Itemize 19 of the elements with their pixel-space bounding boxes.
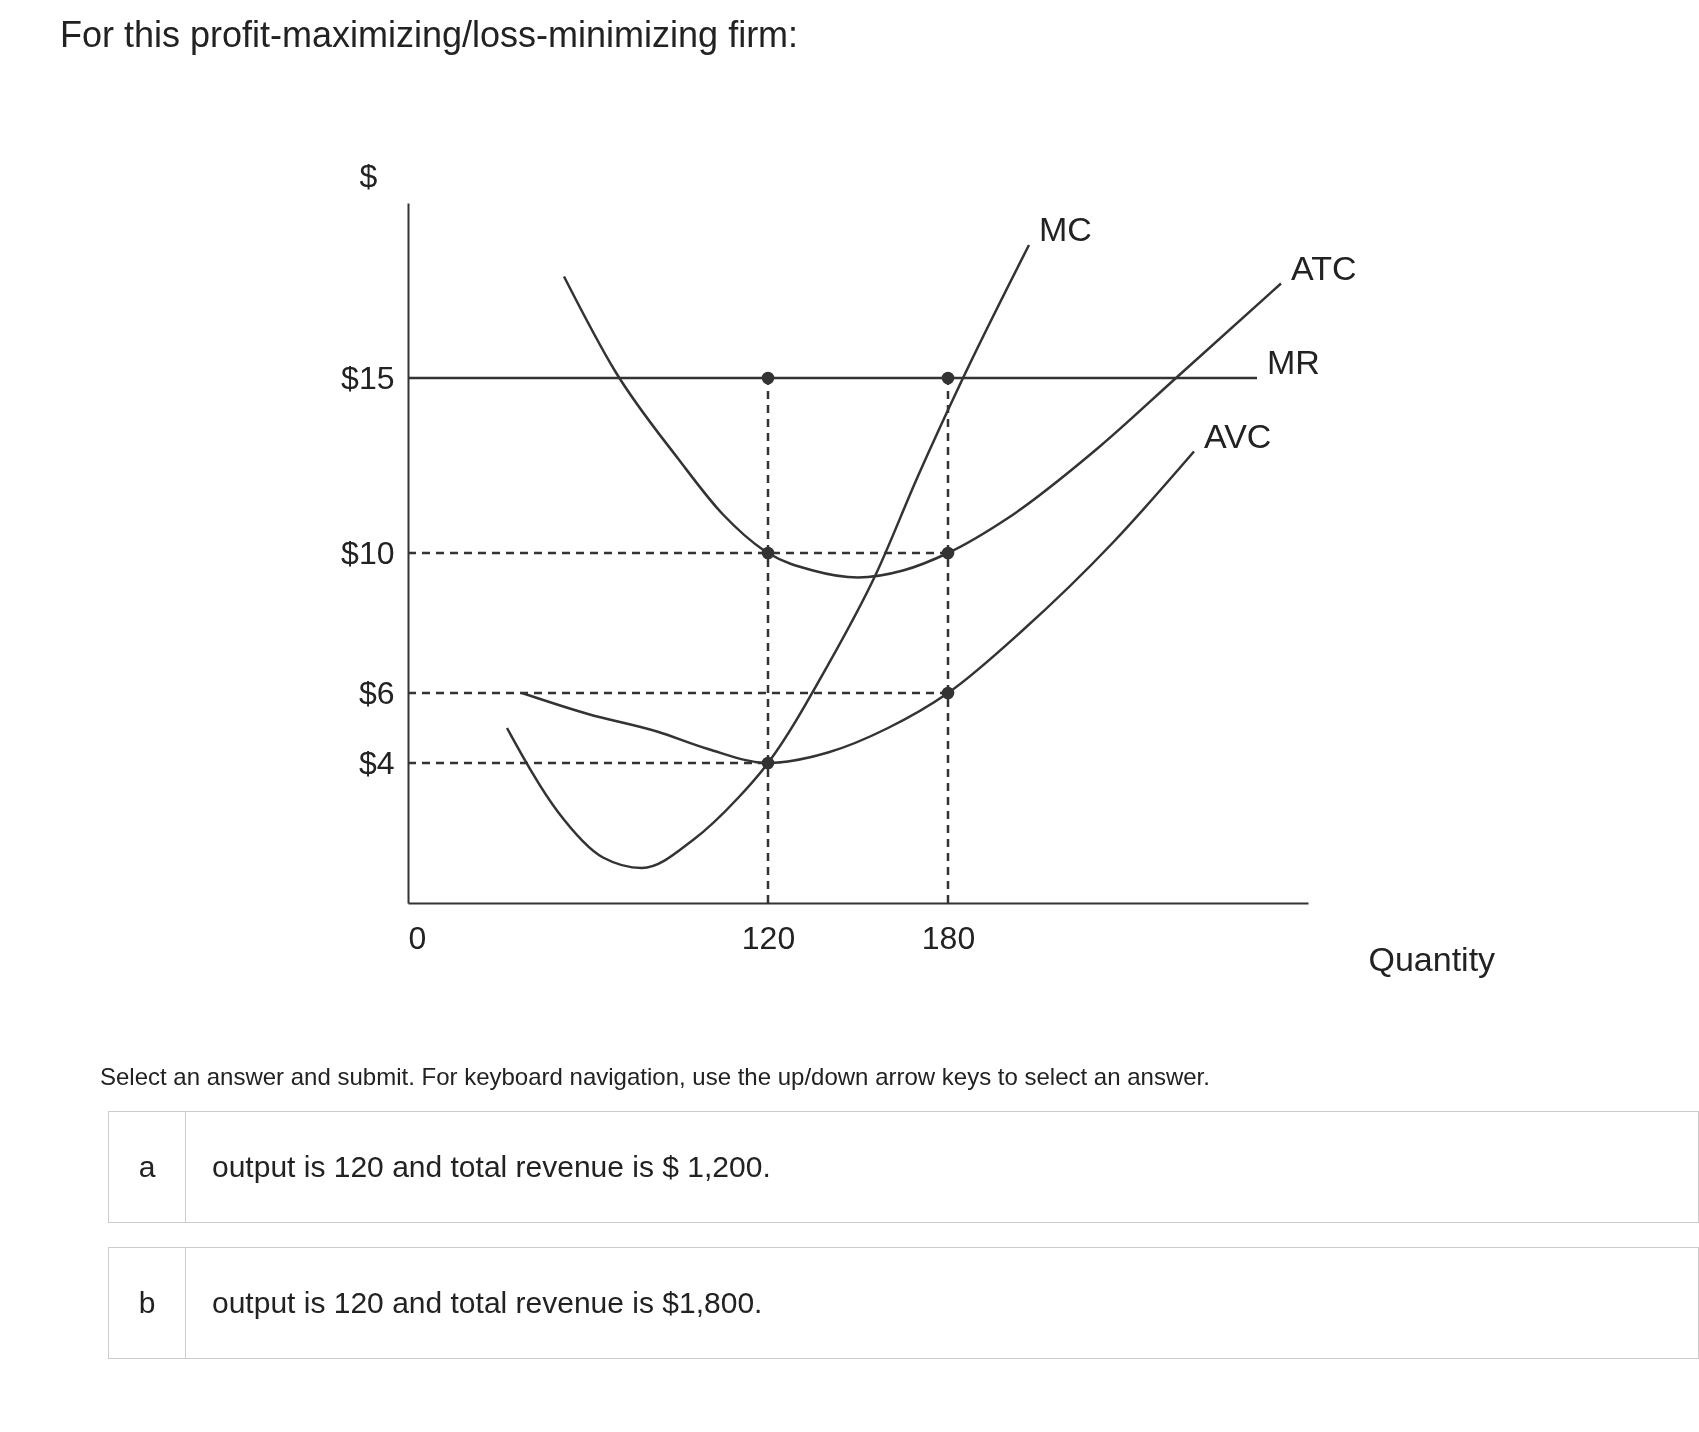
text: output is 120 and total revenue is $1,800. — [211, 1286, 763, 1320]
y-axis-title: $ — [359, 157, 378, 194]
chart-title: For this profit-maximizing/loss-minimizing firm: — [59, 13, 800, 57]
text: b — [109, 1248, 186, 1358]
x-tick-label: 180 — [921, 919, 976, 956]
y-tick-label: $10 — [341, 534, 395, 571]
x-tick-label: 120 — [741, 919, 796, 956]
x-axis-title: Quantity — [1368, 939, 1496, 978]
y-tick-label: $6 — [358, 674, 395, 711]
series-label: MR — [1267, 343, 1320, 381]
y-tick-label: $15 — [341, 359, 395, 396]
series-label: AVC — [1204, 416, 1272, 455]
text: Select an answer and submit. For keyboard navigation, use the up/down arrow keys to select an answer. — [100, 1063, 1211, 1091]
y-tick-label: $4 — [358, 744, 395, 781]
text: output is 120 and total revenue is $ 1,200. — [211, 1150, 771, 1184]
text: a — [109, 1112, 186, 1222]
series-label: ATC — [1291, 248, 1357, 287]
x-tick-label: 0 — [408, 919, 427, 956]
series-label: MC — [1039, 210, 1092, 248]
